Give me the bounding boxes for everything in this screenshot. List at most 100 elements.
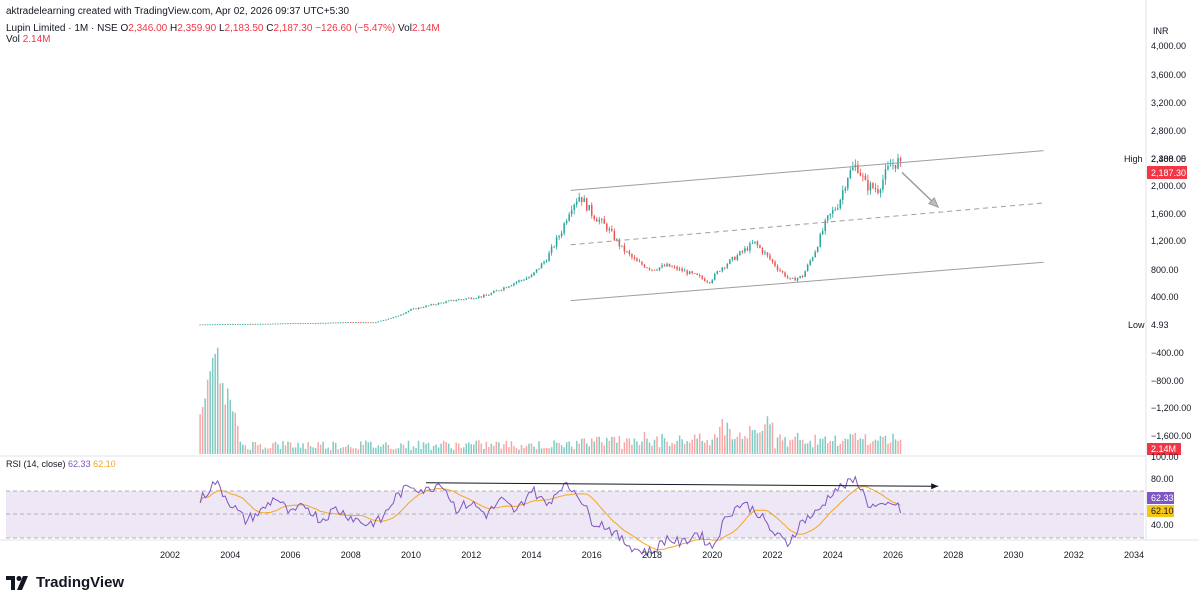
volume-bar bbox=[636, 441, 638, 454]
last-price-value: 2,187.30 bbox=[1151, 168, 1186, 178]
volume-bar bbox=[708, 445, 711, 454]
candle-body bbox=[894, 164, 897, 169]
volume-legend: Vol 2.14M bbox=[6, 34, 50, 46]
candle-body bbox=[445, 301, 447, 304]
price-tick-label: 4,000.00 bbox=[1151, 41, 1186, 51]
volume-bar bbox=[776, 437, 779, 454]
price-axis-ticks[interactable]: 4,000.00 3,600.00 3,200.00 2,800.00 2,400.00… bbox=[1151, 41, 1191, 441]
candle-body bbox=[264, 323, 267, 325]
parallel-channel[interactable] bbox=[570, 150, 1044, 302]
volume-bar bbox=[430, 449, 432, 454]
volume-bar bbox=[543, 448, 545, 454]
time-tick-label: 2020 bbox=[702, 550, 722, 560]
candle-body bbox=[360, 322, 362, 324]
candle-body bbox=[826, 215, 829, 221]
candlesticks bbox=[199, 153, 902, 326]
time-axis-ticks[interactable]: 2002 2004 2006 2008 2010 2012 2014 2016 2018 2020… bbox=[160, 550, 1144, 560]
volume-bar bbox=[322, 441, 324, 454]
candle-body bbox=[375, 322, 377, 324]
candle-body bbox=[862, 175, 864, 177]
volume-bar bbox=[849, 433, 852, 454]
candle-body bbox=[282, 323, 284, 325]
currency-label[interactable]: INR bbox=[1153, 26, 1169, 36]
volume-bar bbox=[616, 442, 618, 454]
volume-bar bbox=[744, 436, 746, 454]
candle-body bbox=[415, 308, 417, 310]
volume-bar bbox=[857, 440, 859, 454]
volume-bar bbox=[480, 443, 483, 454]
volume-bar bbox=[771, 422, 774, 454]
candle-body bbox=[887, 165, 889, 170]
candle-body bbox=[214, 324, 216, 326]
candle-body bbox=[608, 228, 611, 231]
candle-body bbox=[701, 276, 703, 279]
time-tick-label: 2008 bbox=[341, 550, 361, 560]
candle-body bbox=[362, 322, 365, 324]
candle-body bbox=[234, 324, 237, 325]
volume-bar bbox=[400, 443, 402, 454]
candle-body bbox=[380, 320, 382, 322]
volume-bar bbox=[224, 404, 226, 454]
volume-bar bbox=[380, 446, 382, 454]
candle-body bbox=[731, 257, 734, 260]
candle-body bbox=[678, 268, 681, 270]
volume-bar bbox=[596, 436, 598, 454]
candle-body bbox=[683, 270, 686, 272]
candle-body bbox=[583, 198, 585, 203]
volume-bar bbox=[691, 439, 693, 454]
candle-body bbox=[309, 323, 312, 324]
rsi-tick-100: 100.00 bbox=[1151, 452, 1179, 462]
volume-bar bbox=[329, 449, 332, 454]
close-key: C bbox=[266, 23, 274, 34]
candle-body bbox=[668, 263, 671, 267]
candle-body bbox=[355, 322, 357, 324]
time-tick-label: 2034 bbox=[1124, 550, 1144, 560]
volume-bar bbox=[289, 442, 292, 454]
candle-body bbox=[437, 302, 440, 305]
candle-body bbox=[628, 251, 631, 255]
candle-body bbox=[465, 298, 467, 300]
volume-value: 2.14M bbox=[411, 23, 440, 34]
candle-body bbox=[706, 281, 708, 283]
volume-bar bbox=[847, 439, 849, 454]
candle-body bbox=[211, 324, 214, 326]
volume-bar bbox=[736, 436, 739, 454]
volume-bar bbox=[626, 438, 628, 454]
price-tick-label: 400.00 bbox=[1151, 292, 1179, 302]
candle-body bbox=[382, 320, 385, 321]
candle-body bbox=[711, 279, 714, 283]
volume-bar bbox=[242, 444, 244, 454]
volume-bar bbox=[593, 441, 596, 454]
volume-bar bbox=[638, 445, 641, 454]
rsi-value: 62.33 bbox=[68, 459, 91, 469]
candle-body bbox=[422, 307, 425, 309]
candle-body bbox=[721, 267, 724, 272]
volume-bar bbox=[387, 444, 390, 454]
volume-bar bbox=[696, 438, 698, 454]
candle-body bbox=[641, 261, 643, 265]
candle-body bbox=[357, 322, 360, 324]
volume-bar bbox=[204, 398, 206, 454]
candle-body bbox=[247, 324, 249, 325]
price-tick-label: 800.00 bbox=[1151, 265, 1179, 275]
candle-body bbox=[646, 267, 648, 269]
rsi-legend[interactable]: RSI (14, close) 62.33 62.10 bbox=[6, 459, 116, 470]
volume-bar bbox=[370, 441, 372, 454]
volume-bar bbox=[304, 448, 307, 454]
volume-bar bbox=[618, 436, 621, 454]
low-key: L bbox=[218, 23, 225, 34]
volume-bar bbox=[706, 440, 708, 454]
symbol-name[interactable]: Lupin Limited · 1M · NSE bbox=[6, 23, 118, 34]
tradingview-logo[interactable]: TradingView bbox=[6, 574, 124, 591]
candle-body bbox=[425, 305, 427, 308]
volume-bar bbox=[859, 438, 862, 454]
volume-bar bbox=[784, 437, 786, 454]
volume-bar bbox=[852, 434, 854, 454]
candle-body bbox=[287, 323, 289, 325]
candle-body bbox=[390, 318, 392, 319]
volume-bar bbox=[867, 445, 869, 454]
low-value: 4.93 bbox=[1151, 320, 1169, 330]
volume-bar bbox=[362, 444, 365, 454]
volume-bar bbox=[769, 424, 771, 454]
